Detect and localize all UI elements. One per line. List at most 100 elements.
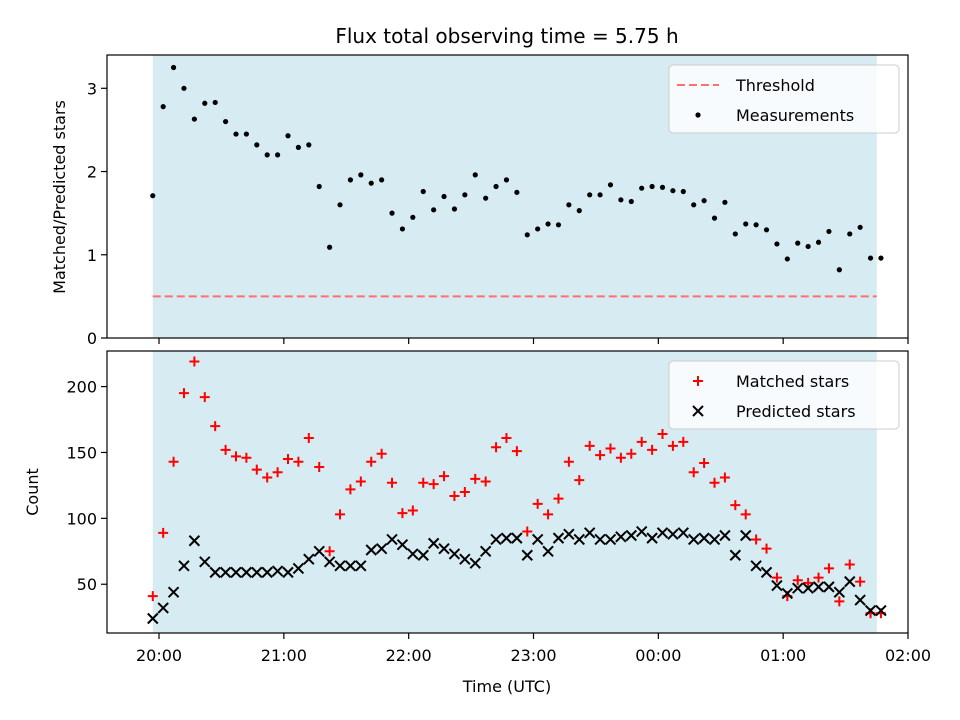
- matched-star-point: [262, 472, 273, 483]
- matched-star-point: [491, 442, 502, 453]
- predicted-star-point: [719, 529, 731, 542]
- matched-star-point: [636, 436, 647, 447]
- x-tick-label: 22:00: [386, 646, 432, 665]
- matched-star-point: [657, 429, 668, 440]
- measurement-point: [836, 267, 842, 273]
- measurement-point: [243, 131, 249, 137]
- measurement-point: [441, 193, 447, 200]
- matched-star-point: [532, 498, 543, 509]
- measurement-point: [763, 227, 770, 233]
- measurement-point: [222, 118, 229, 125]
- predicted-star-point: [511, 532, 523, 544]
- matched-star-point: [584, 440, 595, 451]
- matched-star-point: [615, 452, 626, 463]
- y-tick-label: 150: [66, 443, 97, 462]
- matched-star-point: [470, 473, 481, 484]
- matched-star-point: [158, 527, 169, 538]
- legend-label: Threshold: [735, 76, 815, 95]
- matched-star-point: [574, 475, 585, 486]
- predicted-star-point: [687, 533, 700, 546]
- measurement-point: [535, 226, 541, 232]
- y-tick-label: 50: [77, 575, 97, 594]
- predicted-star-point: [386, 533, 398, 546]
- predicted-star-point: [812, 581, 825, 593]
- matched-star-point: [480, 476, 491, 487]
- measurement-point: [711, 215, 718, 221]
- predicted-star-point: [178, 560, 190, 572]
- legend-measurements-swatch: [695, 112, 701, 118]
- matched-star-point: [168, 456, 179, 467]
- measurement-point: [774, 241, 780, 247]
- top-y-axis-label: Matched/Predicted stars: [50, 100, 69, 294]
- legend-label: Predicted stars: [736, 402, 856, 421]
- matched-star-point: [688, 467, 699, 478]
- matched-star-point: [844, 559, 855, 570]
- matched-star-point: [647, 444, 658, 455]
- predicted-star-point: [365, 544, 377, 556]
- measurement-point: [691, 202, 697, 208]
- predicted-star-point: [407, 548, 419, 560]
- predicted-star-point: [427, 537, 440, 550]
- measurement-point: [358, 172, 364, 178]
- predicted-star-point: [563, 528, 575, 540]
- x-tick-label: 23:00: [510, 646, 556, 665]
- predicted-star-point: [729, 549, 742, 561]
- measurement-point: [867, 255, 874, 261]
- legend-predicted-swatch: [692, 405, 704, 417]
- predicted-star-point: [604, 533, 617, 546]
- measurement-point: [462, 192, 468, 198]
- predicted-star-point: [209, 566, 221, 579]
- measurement-point: [451, 206, 458, 212]
- matched-star-point: [595, 450, 606, 461]
- measurement-point: [347, 177, 354, 183]
- measurement-point: [503, 177, 510, 183]
- matched-star-point: [199, 392, 210, 403]
- measurement-point: [795, 240, 801, 246]
- measurement-point: [493, 183, 499, 190]
- matched-star-point: [771, 572, 782, 583]
- predicted-star-point: [448, 548, 461, 560]
- predicted-star-point: [531, 533, 544, 546]
- top-panel: 0 1 2 3 Threshold Measurements: [87, 54, 909, 348]
- axes-frame: [106, 350, 909, 634]
- measurement-point: [722, 199, 728, 205]
- measurement-point: [285, 133, 291, 139]
- predicted-star-point: [355, 560, 367, 572]
- matched-star-point: [376, 448, 387, 459]
- measurement-point: [160, 104, 166, 110]
- predicted-star-point: [240, 566, 253, 579]
- measurement-point: [202, 100, 208, 106]
- predicted-star-point: [781, 587, 794, 600]
- y-tick-label: 2: [87, 163, 97, 182]
- matched-star-point: [751, 534, 762, 545]
- predicted-star-point: [864, 604, 877, 617]
- measurement-point: [680, 188, 686, 195]
- x-tick-label: 21:00: [261, 646, 307, 665]
- measurement-point: [784, 256, 790, 262]
- predicted-star-point: [459, 553, 471, 565]
- measurement-point: [566, 202, 572, 208]
- predicted-star-point: [771, 579, 783, 592]
- matched-star-point: [563, 456, 574, 467]
- matched-star-point: [501, 432, 512, 443]
- predicted-star-point: [750, 560, 762, 572]
- matched-star-point: [189, 356, 200, 367]
- predicted-star-point: [740, 529, 752, 542]
- matched-star-point: [813, 572, 824, 583]
- matched-star-point: [272, 467, 283, 478]
- matched-star-point: [366, 456, 377, 467]
- predicted-star-point: [417, 549, 429, 561]
- predicted-star-point: [521, 549, 533, 561]
- predicted-star-point: [271, 565, 284, 577]
- measurement-point: [847, 231, 853, 237]
- predicted-star-point: [698, 532, 710, 544]
- measurement-point: [524, 232, 530, 238]
- predicted-star-point: [552, 532, 565, 544]
- predicted-star-point: [157, 602, 169, 614]
- measurement-point: [233, 131, 239, 137]
- measurement-point: [150, 193, 156, 199]
- matched-star-point: [147, 591, 158, 602]
- legend-matched-swatch: [693, 376, 703, 386]
- measurement-point: [618, 197, 624, 203]
- matched-star-point: [605, 443, 616, 454]
